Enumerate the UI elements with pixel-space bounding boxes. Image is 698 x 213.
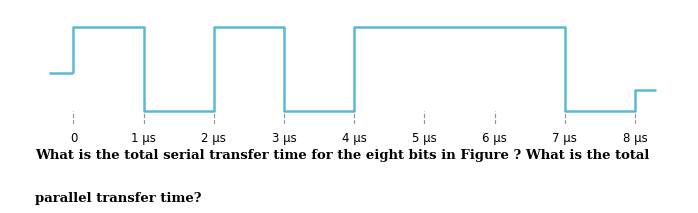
Text: 4 μs: 4 μs: [342, 132, 366, 145]
Text: 8 μs: 8 μs: [623, 132, 647, 145]
Text: 1 μs: 1 μs: [131, 132, 156, 145]
Text: 7 μs: 7 μs: [552, 132, 577, 145]
Text: 2 μs: 2 μs: [202, 132, 226, 145]
Text: 6 μs: 6 μs: [482, 132, 507, 145]
Text: What is the total serial transfer time for the eight bits in Figure ? What is th: What is the total serial transfer time f…: [35, 149, 649, 162]
Text: 0: 0: [70, 132, 77, 145]
Text: 5 μs: 5 μs: [412, 132, 437, 145]
Text: parallel transfer time?: parallel transfer time?: [35, 192, 202, 205]
Text: 3 μs: 3 μs: [272, 132, 297, 145]
